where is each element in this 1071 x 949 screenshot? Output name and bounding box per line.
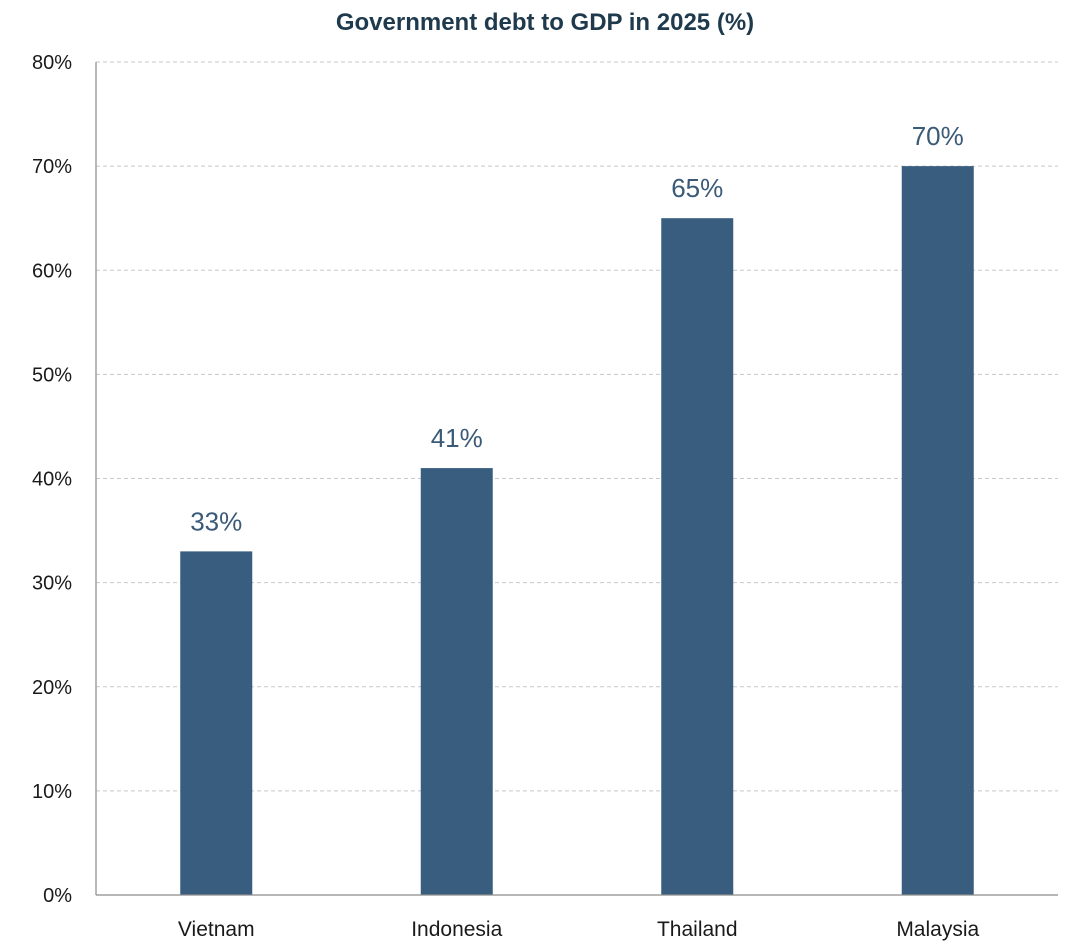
data-label: 41% <box>431 423 483 453</box>
y-tick-label: 80% <box>32 52 72 74</box>
y-tick-label: 10% <box>32 781 72 803</box>
y-tick-label: 60% <box>32 260 72 282</box>
x-tick-label: Vietnam <box>178 918 255 941</box>
y-tick-label: 30% <box>32 573 72 595</box>
bar-thailand <box>661 218 734 895</box>
data-label: 33% <box>190 506 242 536</box>
chart-title: Government debt to GDP in 2025 (%) <box>336 9 754 36</box>
data-labels: 33% 41% 65% 70% <box>190 121 964 536</box>
y-axis-ticks: 0% 10% 20% 30% 40% 50% 60% 70% 80% <box>32 52 72 907</box>
bar-indonesia <box>420 468 493 895</box>
data-label: 70% <box>912 121 964 151</box>
y-tick-label: 40% <box>32 469 72 491</box>
x-axis-ticks: Vietnam Indonesia Thailand Malaysia <box>178 918 980 941</box>
bar-vietnam <box>180 551 253 895</box>
data-label: 65% <box>671 173 723 203</box>
y-tick-label: 70% <box>32 156 72 178</box>
gridlines <box>96 61 1058 792</box>
y-tick-label: 0% <box>43 885 72 907</box>
bars <box>180 166 974 895</box>
x-tick-label: Indonesia <box>411 918 502 941</box>
x-tick-label: Thailand <box>657 918 738 941</box>
x-tick-label: Malaysia <box>896 918 979 941</box>
y-tick-label: 50% <box>32 364 72 386</box>
bar-malaysia <box>901 166 974 895</box>
y-tick-label: 20% <box>32 677 72 699</box>
